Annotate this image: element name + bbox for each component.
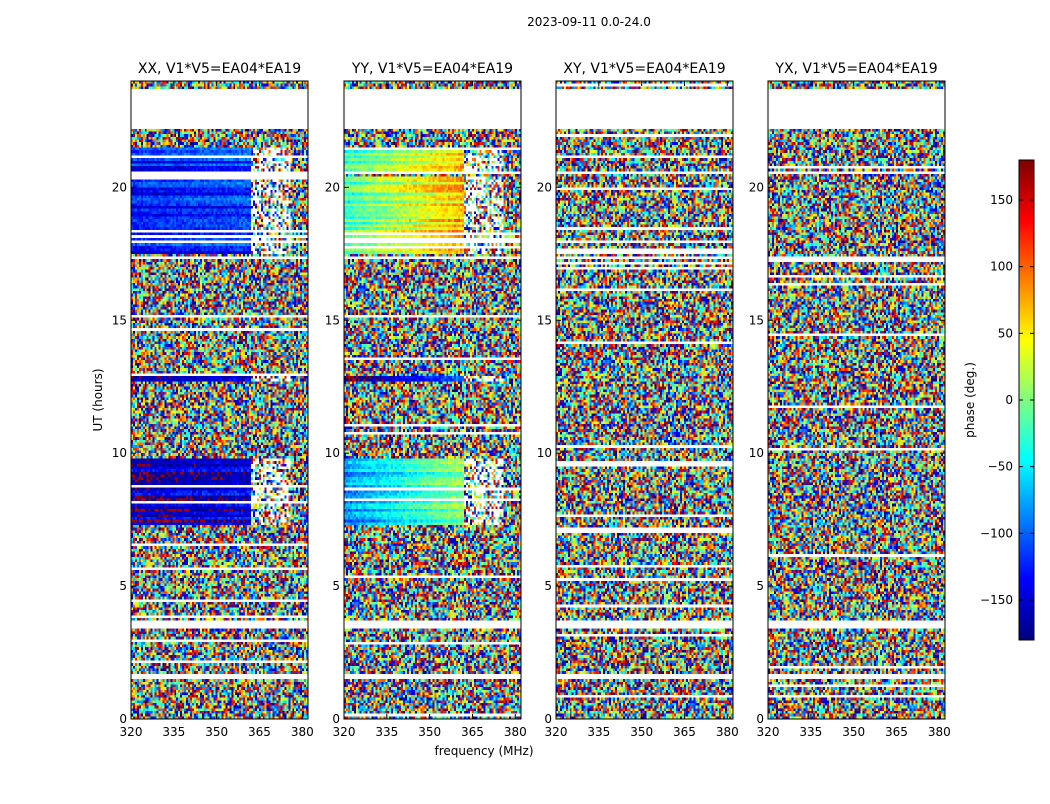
axes-frame-xx <box>130 80 309 720</box>
axes-frame-yy <box>343 80 522 720</box>
x-tick-label: 335 <box>162 725 185 739</box>
heatmap-xx <box>131 81 308 719</box>
colorbar-tick-label: −100 <box>980 526 1013 540</box>
y-tick-label: 5 <box>544 579 552 593</box>
x-tick-label: 350 <box>842 725 865 739</box>
panel-yx: YX, V1*V5=EA04*EA19 320 335 350 365 380 0 5 10 15… <box>749 61 951 739</box>
x-axis-label: frequency (MHz) <box>434 744 533 758</box>
y-tick-label: 0 <box>544 712 552 726</box>
x-tick-label: 380 <box>504 725 527 739</box>
x-tick-label: 320 <box>120 725 143 739</box>
heatmap-yx <box>768 81 945 719</box>
y-tick-label: 5 <box>119 579 127 593</box>
colorbar-tick-label: −150 <box>980 593 1013 607</box>
y-tick-label: 10 <box>112 446 127 460</box>
colorbar: −150 −100 −50 0 50 100 150 <box>980 159 1035 641</box>
y-tick-label: 15 <box>749 313 764 327</box>
panel-xy: XY, V1*V5=EA04*EA19 320 335 350 365 380 0 5 10 15… <box>537 61 739 739</box>
y-tick-label: 0 <box>332 712 340 726</box>
panel-xx: XX, V1*V5=EA04*EA19 320 335 350 365 380 0 5 10 15… <box>112 61 314 739</box>
x-tick-label: 320 <box>545 725 568 739</box>
x-tick-label: 335 <box>375 725 398 739</box>
y-tick-label: 10 <box>537 446 552 460</box>
axes-frame-yx <box>767 80 946 720</box>
x-tick-label: 380 <box>928 725 951 739</box>
heatmap-yy <box>344 81 521 719</box>
y-tick-label: 20 <box>112 180 127 194</box>
y-tick-label: 5 <box>756 579 764 593</box>
y-tick-label: 20 <box>537 180 552 194</box>
heatmap-xy <box>556 81 733 719</box>
x-tick-label: 380 <box>291 725 314 739</box>
panel-title-xx: XX, V1*V5=EA04*EA19 <box>138 61 301 77</box>
x-tick-label: 365 <box>461 725 484 739</box>
colorbar-gradient <box>1019 160 1034 640</box>
y-axis-label: UT (hours) <box>91 368 105 431</box>
colorbar-tick-label: −50 <box>988 460 1013 474</box>
figure-suptitle: 2023-09-11 0.0-24.0 <box>527 15 651 29</box>
panel-title-xy: XY, V1*V5=EA04*EA19 <box>563 61 725 77</box>
panel-title-yy: YY, V1*V5=EA04*EA19 <box>351 61 513 77</box>
colorbar-tick-label: 50 <box>998 326 1013 340</box>
panels-group: XX, V1*V5=EA04*EA19 320 335 350 365 380 0 5 10 15… <box>112 61 951 739</box>
y-tick-label: 10 <box>749 446 764 460</box>
panel-yy: YY, V1*V5=EA04*EA19 320 335 350 365 380 0 5 10 15… <box>325 61 527 739</box>
x-tick-label: 350 <box>418 725 441 739</box>
x-tick-label: 365 <box>673 725 696 739</box>
y-tick-label: 15 <box>537 313 552 327</box>
colorbar-tick-label: 150 <box>990 193 1013 207</box>
colorbar-tick-label: 100 <box>990 260 1013 274</box>
x-tick-label: 350 <box>205 725 228 739</box>
y-tick-label: 20 <box>325 180 340 194</box>
y-tick-label: 15 <box>112 313 127 327</box>
y-tick-label: 10 <box>325 446 340 460</box>
y-tick-label: 0 <box>756 712 764 726</box>
x-tick-label: 365 <box>248 725 271 739</box>
panel-title-yx: YX, V1*V5=EA04*EA19 <box>774 61 937 77</box>
y-tick-label: 0 <box>119 712 127 726</box>
x-tick-label: 380 <box>716 725 739 739</box>
x-tick-label: 335 <box>587 725 610 739</box>
y-tick-label: 20 <box>749 180 764 194</box>
colorbar-label: phase (deg.) <box>963 362 977 438</box>
x-tick-label: 365 <box>885 725 908 739</box>
y-tick-label: 15 <box>325 313 340 327</box>
y-tick-label: 5 <box>332 579 340 593</box>
x-tick-label: 320 <box>757 725 780 739</box>
x-tick-label: 320 <box>333 725 356 739</box>
x-tick-label: 350 <box>630 725 653 739</box>
x-tick-label: 335 <box>799 725 822 739</box>
axes-frame-xy <box>555 80 734 720</box>
colorbar-tick-label: 0 <box>1005 393 1013 407</box>
